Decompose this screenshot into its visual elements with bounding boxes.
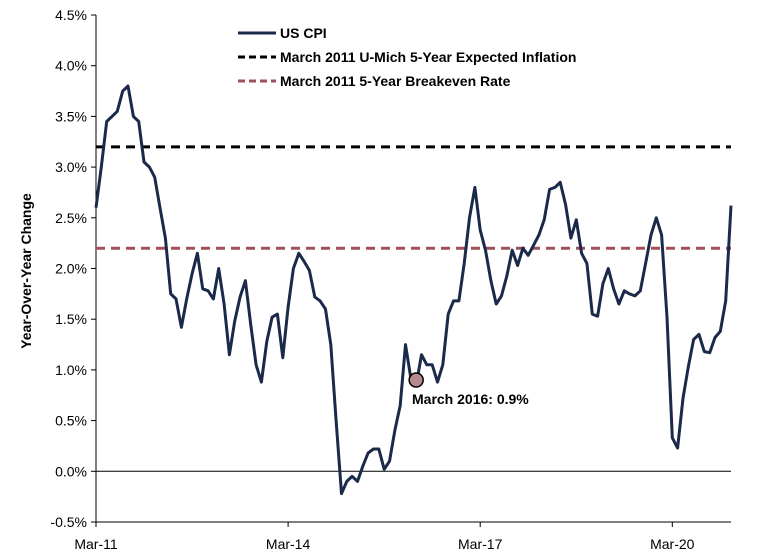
y-tick-label: 4.0% xyxy=(55,58,87,74)
y-axis-ticks: -0.5% 0.0% 0.5% 1.0% 1.5% 2.0% 2.5% 3.0% 3.5% 4.0… xyxy=(50,7,96,530)
y-tick-label: 1.5% xyxy=(55,311,87,327)
annotation: March 2016: 0.9% xyxy=(408,372,529,407)
legend-label: March 2011 U-Mich 5-Year Expected Inflat… xyxy=(280,49,576,65)
y-tick-label: 4.5% xyxy=(55,7,87,23)
y-tick-label: 1.0% xyxy=(55,362,87,378)
legend-label: US CPI xyxy=(280,25,327,41)
y-tick-label: 2.0% xyxy=(55,261,87,277)
x-axis-ticks: Mar-11 Mar-14 Mar-17 Mar-20 xyxy=(74,522,695,552)
annotation-marker xyxy=(408,372,424,388)
x-tick-label: Mar-20 xyxy=(650,536,695,552)
annotation-label: March 2016: 0.9% xyxy=(412,391,529,407)
y-tick-label: 0.0% xyxy=(55,463,87,479)
plot-area xyxy=(94,15,733,523)
y-tick-label: -0.5% xyxy=(50,514,87,530)
y-tick-label: 2.5% xyxy=(55,210,87,226)
x-tick-label: Mar-14 xyxy=(266,536,311,552)
y-tick-label: 3.5% xyxy=(55,108,87,124)
y-axis-label: Year-Over-Year Change xyxy=(18,193,34,349)
y-tick-label: 3.0% xyxy=(55,159,87,175)
y-tick-label: 0.5% xyxy=(55,413,87,429)
legend-label: March 2011 5-Year Breakeven Rate xyxy=(280,73,511,89)
x-tick-label: Mar-17 xyxy=(458,536,503,552)
x-tick-label: Mar-11 xyxy=(74,536,118,552)
legend: US CPI March 2011 U-Mich 5-Year Expected … xyxy=(238,25,576,89)
